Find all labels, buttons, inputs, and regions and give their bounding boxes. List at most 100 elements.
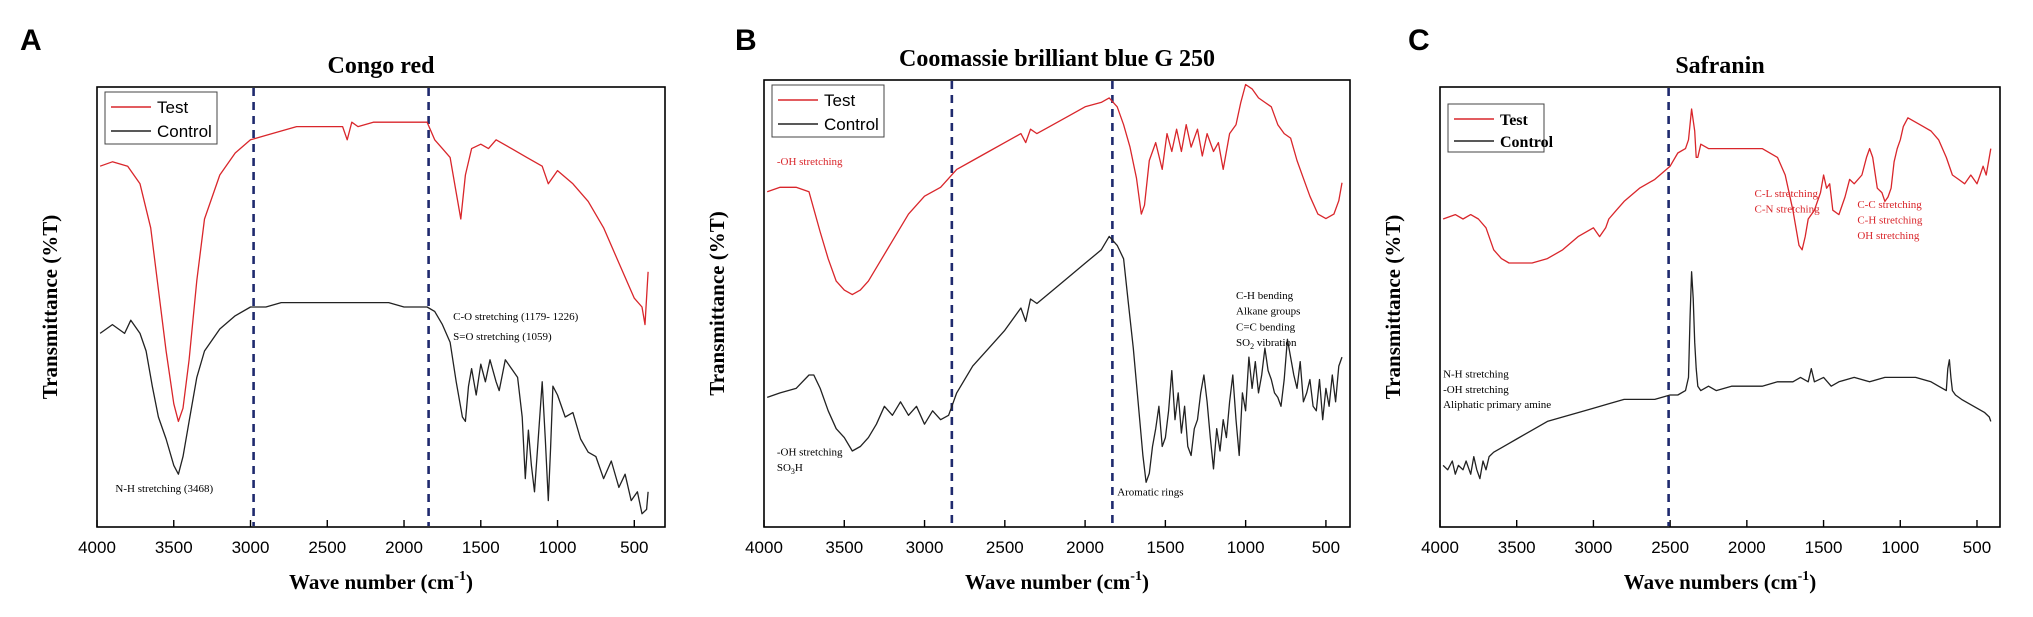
x-tick-label: 500: [1312, 538, 1340, 557]
x-tick-label: 3000: [1575, 538, 1613, 557]
annotation-text: -OH stretching: [777, 446, 843, 458]
x-tick-label: 500: [620, 538, 648, 557]
x-tick-label: 1000: [539, 538, 577, 557]
annotation-text: C-N stretching: [1755, 203, 1821, 215]
series-line-control: [766, 235, 1343, 483]
annotation: OH stretching: [1857, 230, 1920, 242]
annotation: C-H stretching: [1857, 214, 1923, 226]
annotation-text: C-H bending: [1236, 290, 1294, 302]
x-tick-label: 1500: [462, 538, 500, 557]
x-tick-label: 3000: [906, 538, 944, 557]
y-axis-label: Transmittance (%T): [1381, 215, 1405, 400]
x-axis-label: Wave number (cm-1): [965, 569, 1149, 594]
legend-label-control: Control: [824, 115, 879, 134]
x-tick-label: 3000: [232, 538, 270, 557]
x-tick-label: 1500: [1146, 538, 1184, 557]
annotation-sub: 2: [1250, 342, 1254, 351]
x-axis-label-text: Wave numbers (cm: [1624, 570, 1798, 594]
x-tick-label: 3500: [155, 538, 193, 557]
x-axis-label: Wave number (cm-1): [289, 569, 473, 594]
x-tick-label: 4000: [78, 538, 116, 557]
annotation-text: C-C stretching: [1857, 199, 1922, 211]
annotation-text: Aromatic rings: [1117, 487, 1183, 499]
annotation-text: -OH stretching: [1443, 384, 1509, 396]
legend-label-test: Test: [1500, 112, 1529, 129]
x-tick-label: 2500: [986, 538, 1024, 557]
panel-letter: C: [1408, 24, 1430, 57]
x-axis-label-sup: -1: [454, 569, 466, 584]
x-axis-label-close: ): [466, 570, 473, 594]
legend-label-control: Control: [1500, 134, 1554, 151]
legend-label-test: Test: [824, 91, 855, 110]
annotation-text: OH stretching: [1857, 230, 1920, 242]
annotation: Aromatic rings: [1117, 487, 1183, 499]
x-axis-label-text: Wave number (cm: [289, 570, 455, 594]
annotation-text: N-H stretching (3468): [115, 483, 213, 495]
annotation: S=O stretching (1059): [453, 331, 552, 343]
annotation: Alkane groups: [1236, 306, 1300, 318]
annotation: C-O stretching (1179- 1226): [453, 311, 578, 323]
panel-c: C Safranin 4000 3500 3000 2500 2000 1500 1000 500…: [1381, 24, 2001, 594]
x-tick-label: 3500: [1498, 538, 1536, 557]
annotation-sub: 3: [791, 467, 795, 476]
series-line-test: [1442, 108, 1992, 264]
x-tick-label: 4000: [1421, 538, 1459, 557]
x-axis-label-close: ): [1809, 570, 1816, 594]
annotation: Aliphatic primary amine: [1443, 399, 1551, 411]
plot-frame: [763, 79, 1351, 528]
annotation: -OH stretching: [1443, 384, 1509, 396]
annotation: N-H stretching: [1443, 368, 1509, 380]
annotation: -OH stretching: [777, 156, 843, 168]
annotation-text-after: vibration: [1254, 337, 1297, 349]
annotation: SO3H: [777, 462, 803, 476]
annotation-text: -OH stretching: [777, 156, 843, 168]
panel-a: A Congo red 4000 3500 3000 2500 2000 1500 1000 50…: [20, 24, 666, 594]
x-tick-label: 3500: [825, 538, 863, 557]
chart-title: Coomassie brilliant blue G 250: [899, 46, 1215, 72]
panel-letter: A: [20, 24, 42, 57]
x-axis-label-sup: -1: [1798, 569, 1810, 584]
plot-frame: [96, 86, 666, 528]
x-axis-label-sup: -1: [1130, 569, 1142, 584]
annotation-text: Alkane groups: [1236, 306, 1300, 318]
y-axis-label: Transmittance (%T): [38, 215, 62, 400]
legend-box: [771, 84, 885, 138]
series-line-test: [766, 83, 1343, 296]
annotation-text: N-H stretching: [1443, 368, 1509, 380]
annotation-text: C-H stretching: [1857, 214, 1923, 226]
x-tick-label: 4000: [745, 538, 783, 557]
annotation: C-L stretching: [1755, 188, 1819, 200]
legend-box: [1447, 103, 1545, 153]
series-line-test: [99, 121, 649, 423]
x-axis-label: Wave numbers (cm-1): [1624, 569, 1817, 594]
annotation-text: SO: [777, 462, 791, 474]
plot-frame: [1439, 86, 2001, 528]
chart-title: Congo red: [328, 53, 436, 79]
legend-box: [104, 91, 218, 145]
annotation: C=C bending: [1236, 321, 1296, 333]
annotation: N-H stretching (3468): [115, 483, 213, 495]
annotation: C-C stretching: [1857, 199, 1922, 211]
x-tick-label: 500: [1963, 538, 1991, 557]
x-tick-label: 2500: [1651, 538, 1689, 557]
x-axis-label-close: ): [1142, 570, 1149, 594]
annotation: SO2 vibration: [1236, 337, 1297, 351]
y-axis-label: Transmittance (%T): [705, 211, 729, 396]
x-tick-label: 1000: [1881, 538, 1919, 557]
x-tick-label: 2000: [1066, 538, 1104, 557]
legend-label-control: Control: [157, 122, 212, 141]
annotation: C-N stretching: [1755, 203, 1821, 215]
x-tick-label: 1000: [1227, 538, 1265, 557]
annotation-text: S=O stretching (1059): [453, 331, 552, 343]
annotation: C-H bending: [1236, 290, 1294, 302]
chart-title: Safranin: [1675, 53, 1764, 79]
x-tick-label: 2000: [1728, 538, 1766, 557]
annotation-text: C=C bending: [1236, 321, 1296, 333]
legend-label-test: Test: [157, 98, 188, 117]
annotation-text: Aliphatic primary amine: [1443, 399, 1551, 411]
x-axis-label-text: Wave number (cm: [965, 570, 1131, 594]
annotation-text: SO: [1236, 337, 1250, 349]
annotation-text-after: H: [795, 462, 803, 474]
